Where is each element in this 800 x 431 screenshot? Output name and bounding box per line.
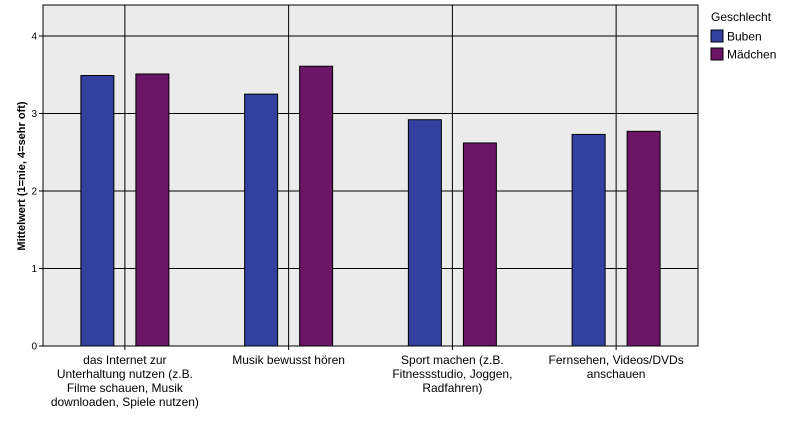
x-category-label: Sport machen (z.B. Fitnessstudio, Joggen,… bbox=[392, 353, 512, 395]
legend-label: Mädchen bbox=[727, 48, 776, 62]
y-axis-ticks: 0 1 2 3 4 bbox=[31, 32, 617, 353]
bar-buben-1 bbox=[244, 93, 279, 347]
bar-buben-2 bbox=[407, 119, 442, 347]
bar-m-dchen-3 bbox=[626, 130, 661, 347]
bar-buben-0 bbox=[80, 75, 115, 347]
bar-m-dchen-2 bbox=[462, 142, 497, 347]
legend-swatch bbox=[710, 47, 724, 61]
y-tick-label: 2 bbox=[31, 187, 37, 198]
y-tick-label: 1 bbox=[31, 264, 37, 275]
x-category-label: Musik bewusst hören bbox=[232, 353, 345, 367]
y-tick-label: 0 bbox=[31, 342, 37, 353]
x-axis-categories: das Internet zur Unterhaltung nutzen (z.B… bbox=[51, 353, 684, 409]
legend-label: Buben bbox=[727, 30, 762, 44]
bars bbox=[80, 65, 661, 347]
bar-m-dchen-0 bbox=[135, 73, 170, 347]
x-category-label: das Internet zur Unterhaltung nutzen (z.B… bbox=[51, 353, 199, 409]
x-category-label: Fernsehen, Videos/DVDs anschauen bbox=[549, 353, 684, 381]
y-axis-label: Mittelwert (1=nie, 4=sehr oft) bbox=[16, 101, 28, 250]
y-tick-label: 3 bbox=[31, 109, 37, 120]
bar-m-dchen-1 bbox=[299, 65, 334, 347]
legend-title: Geschlecht bbox=[711, 10, 772, 24]
legend: Geschlecht Buben Mädchen bbox=[710, 10, 776, 62]
legend-swatch bbox=[710, 29, 724, 43]
bar-buben-3 bbox=[571, 133, 606, 347]
y-tick-label: 4 bbox=[31, 32, 37, 43]
